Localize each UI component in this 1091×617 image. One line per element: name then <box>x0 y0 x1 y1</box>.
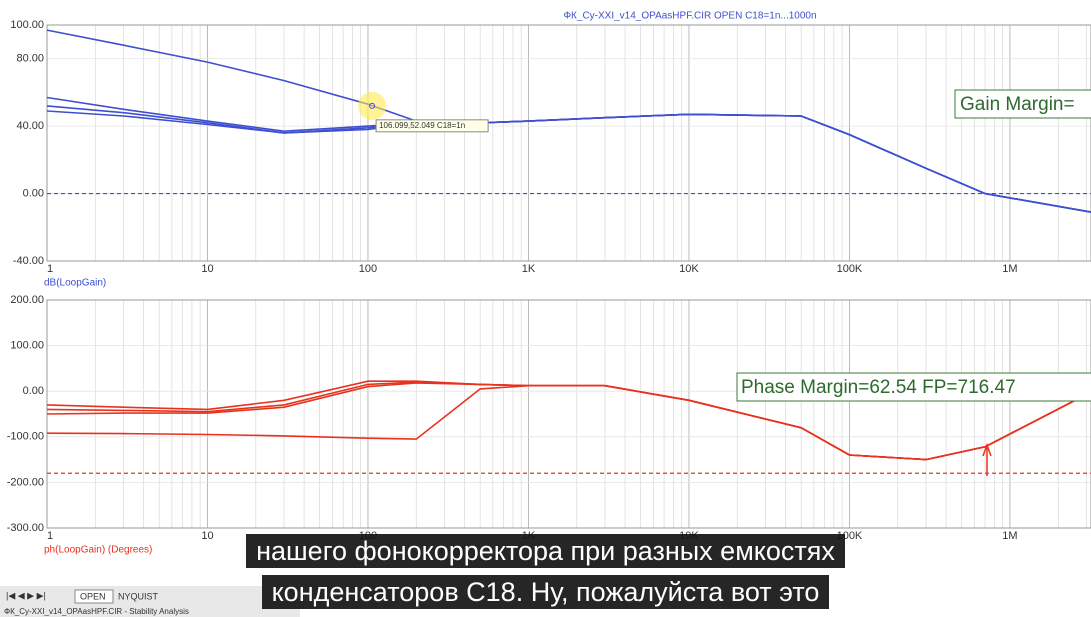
y-tick-label: 100.00 <box>10 19 44 31</box>
status-bar: ФК_Cy-XXI_v14_OPAasHPF.CIR - Stability A… <box>4 607 189 616</box>
x-tick-label: 1K <box>522 263 536 275</box>
y-axis-label: dB(LoopGain) <box>44 278 106 289</box>
y-tick-label: -300.00 <box>7 522 44 534</box>
y-tick-label: 0.00 <box>23 187 44 199</box>
window-title: ФК_Cy-XXI_v14_OPAasHPF.CIR OPEN C18=1n..… <box>563 11 816 22</box>
y-tick-label: -200.00 <box>7 476 44 488</box>
subtitle: конденсаторов C18. Ну, пожалуйста вот эт… <box>0 572 1091 613</box>
y-tick-label: 80.00 <box>16 53 44 65</box>
y-tick-label: 40.00 <box>16 120 44 132</box>
x-tick-label: 1 <box>47 263 53 275</box>
x-tick-label: 1M <box>1002 530 1017 542</box>
cursor-point <box>369 102 376 109</box>
phase-margin-text: Phase Margin=62.54 FP=716.47 <box>741 377 1016 398</box>
y-tick-label: 100.00 <box>10 340 44 352</box>
gain-margin-text: Gain Margin= <box>960 94 1075 115</box>
tab[interactable] <box>74 589 114 604</box>
phase-margin-box <box>736 372 1091 402</box>
y-tick-label: -100.00 <box>7 431 44 443</box>
subtitle-line: нашего фонокорректора при разных емкостя… <box>246 534 845 568</box>
series-line <box>46 382 1091 461</box>
gain-margin-box <box>954 89 1091 119</box>
margin-arrow-head <box>982 442 992 457</box>
tab-bar <box>0 586 300 617</box>
x-tick-label: 1M <box>1002 263 1017 275</box>
series-line <box>46 110 1091 213</box>
tab-label[interactable]: NYQUIST <box>118 591 159 601</box>
subtitle: нашего фонокорректора при разных емкостя… <box>0 531 1091 572</box>
y-tick-label: -40.00 <box>13 255 44 267</box>
x-tick-label: 100K <box>837 263 863 275</box>
cursor-highlight <box>358 91 387 120</box>
nav-buttons: |◀ ◀ ▶ ▶| <box>6 590 46 600</box>
subtitle-line: конденсаторов C18. Ну, пожалуйста вот эт… <box>261 575 830 609</box>
tooltip-text: 106.099,52.049 C18=1n <box>379 121 465 130</box>
x-tick-label: 100 <box>359 263 377 275</box>
plot-frame <box>46 24 1091 262</box>
x-tick-label: 10 <box>201 263 213 275</box>
tab-label[interactable]: OPEN <box>80 591 106 601</box>
y-axis-label: ph(LoopGain) (Degrees) <box>44 545 152 556</box>
y-tick-label: 200.00 <box>10 294 44 306</box>
tooltip-box <box>375 119 489 133</box>
x-tick-label: 10 <box>201 530 213 542</box>
y-tick-label: 0.00 <box>23 385 44 397</box>
x-tick-label: 1 <box>47 530 53 542</box>
x-tick-label: 10K <box>679 263 699 275</box>
